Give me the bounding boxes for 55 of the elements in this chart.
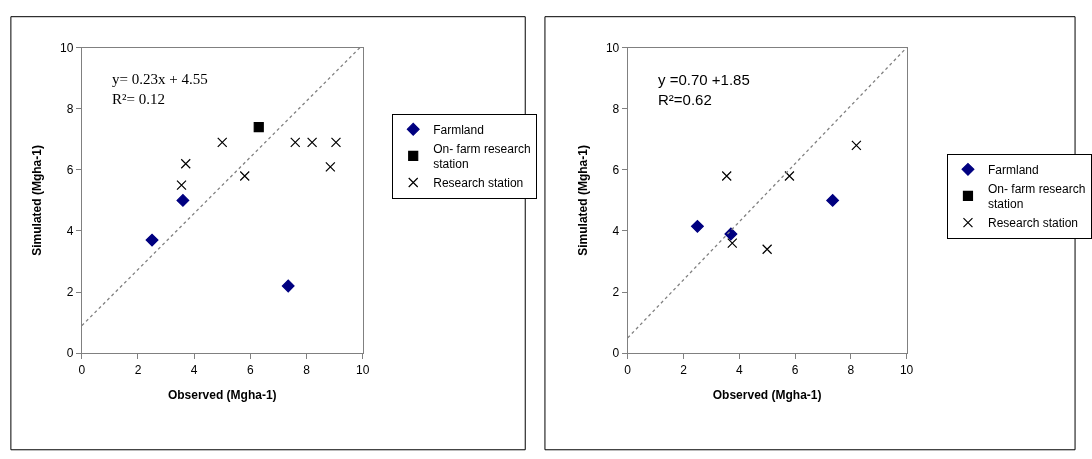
legend-label: On- farm research station: [433, 141, 531, 172]
x-tick-label: 0: [78, 362, 86, 377]
y-tick-label: 4: [612, 224, 620, 239]
x-tick-label: 6: [791, 362, 799, 377]
y-tick-label: 2: [612, 285, 620, 300]
point: [325, 161, 336, 172]
point: [330, 137, 342, 148]
x-tick-label: 2: [134, 362, 142, 377]
legend-label: Farmland: [433, 122, 484, 137]
x-axis-title: Observed (Mgha-1): [167, 388, 277, 403]
annotation: y =0.70 +1.85 R²=0.62: [658, 71, 750, 108]
x-tick-label: 10: [899, 362, 914, 377]
y-tick-label: 10: [60, 40, 74, 55]
annotation: y= 0.23x + 4.55 R²= 0.12: [112, 71, 208, 107]
legend-label: Research station: [987, 216, 1079, 231]
point: [176, 180, 187, 191]
legend-label: On- farm research station: [987, 181, 1086, 212]
point: [281, 279, 295, 293]
point: [176, 193, 190, 207]
y-tick-label: 0: [66, 346, 74, 361]
point: [727, 238, 738, 249]
point: [217, 137, 228, 148]
y-axis-title: Simulated (Mgha-1): [30, 145, 45, 256]
point: [690, 219, 704, 233]
legend-label: Farmland: [987, 163, 1039, 178]
y-tick-label: 0: [612, 346, 620, 361]
point: [826, 193, 840, 207]
y-tick-label: 8: [612, 102, 620, 116]
x-tick-label: 0: [624, 362, 632, 377]
point: [290, 137, 301, 148]
x-axis-title: Observed (Mgha-1): [712, 388, 822, 403]
y-axis-title: Simulated (Mgha-1): [576, 145, 591, 256]
point: [784, 170, 795, 182]
y-tick-label: 8: [66, 102, 74, 116]
point: [762, 244, 773, 255]
point: [721, 170, 732, 182]
point: [253, 122, 264, 133]
point: [307, 137, 318, 148]
x-tick-label: 4: [190, 362, 198, 377]
y-tick-label: 2: [66, 285, 74, 300]
legend-label: Research station: [433, 176, 524, 191]
point: [145, 233, 159, 247]
point: [851, 140, 862, 151]
point: [180, 158, 191, 169]
x-tick-label: 10: [355, 362, 370, 377]
x-tick-label: 2: [680, 362, 688, 377]
y-tick-label: 10: [605, 40, 620, 55]
x-tick-label: 8: [847, 362, 855, 377]
y-tick-label: 4: [66, 224, 74, 239]
point: [239, 170, 250, 182]
y-tick-label: 6: [612, 163, 620, 178]
x-tick-label: 6: [246, 362, 254, 377]
y-tick-label: 6: [66, 163, 74, 178]
x-tick-label: 4: [735, 362, 743, 377]
x-tick-label: 8: [303, 362, 311, 377]
